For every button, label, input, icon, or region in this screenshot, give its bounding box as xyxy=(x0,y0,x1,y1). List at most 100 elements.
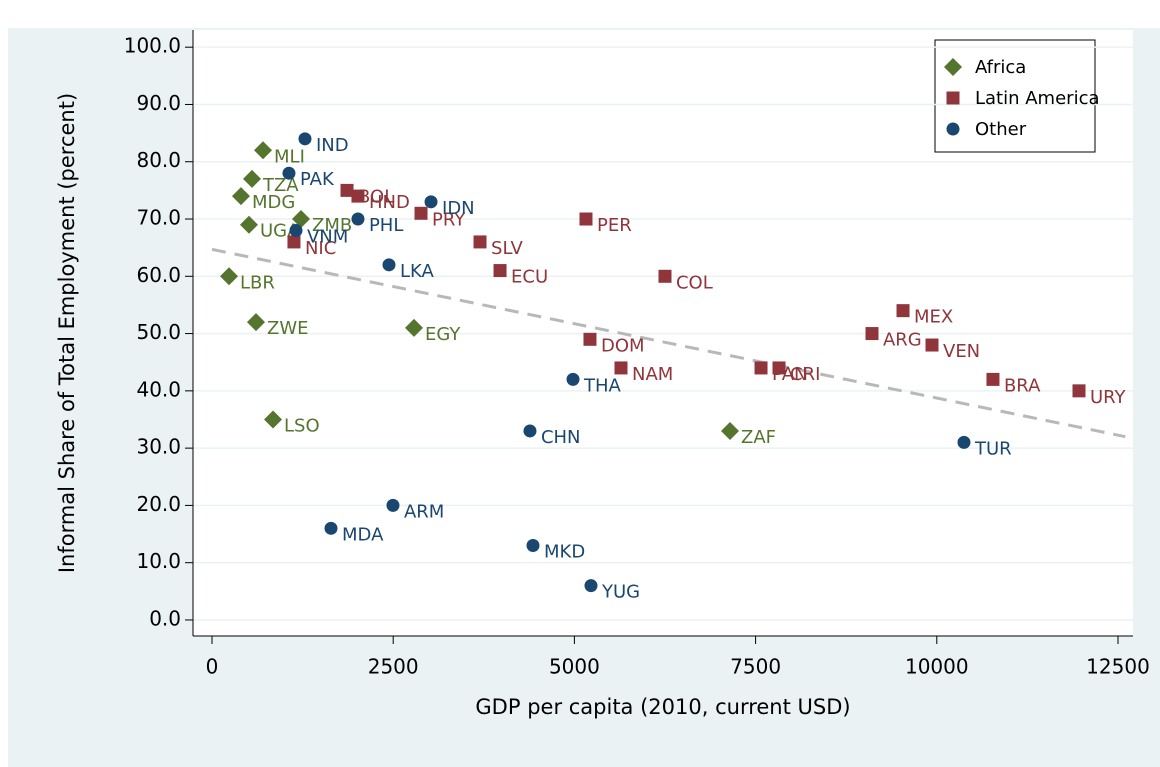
point-label: TZA xyxy=(262,175,299,196)
point-label: NAM xyxy=(632,364,673,385)
legend-marker xyxy=(944,58,962,76)
point-label: VNM xyxy=(307,226,348,247)
x-tick-label: 2500 xyxy=(368,655,419,679)
point xyxy=(351,212,365,226)
point-label: LSO xyxy=(284,415,320,436)
point xyxy=(298,132,312,146)
point xyxy=(583,332,597,346)
point-label: IND xyxy=(316,135,349,156)
y-axis-title: Informal Share of Total Employment (perc… xyxy=(55,93,79,573)
point-label: SLV xyxy=(491,238,523,259)
fit-line xyxy=(211,247,1126,439)
y-tick-label: 10.0 xyxy=(136,549,181,573)
point xyxy=(246,313,265,332)
y-tick-label: 80.0 xyxy=(136,148,181,172)
point-label: COL xyxy=(676,272,713,293)
y-tick-label: 20.0 xyxy=(136,492,181,516)
y-tick-label: 40.0 xyxy=(136,377,181,401)
point-label: BOL xyxy=(358,186,394,207)
point xyxy=(424,195,438,209)
legend-marker xyxy=(946,91,960,105)
x-tick-label: 0 xyxy=(206,655,219,679)
y-tick-label: 0.0 xyxy=(149,606,181,630)
y-tick-label: 90.0 xyxy=(136,91,181,115)
point xyxy=(579,212,593,226)
point-label: MDG xyxy=(252,192,295,213)
point xyxy=(404,318,423,337)
point-label: ZMB xyxy=(312,215,352,236)
y-tick-label: 60.0 xyxy=(136,263,181,287)
point-label: NIC xyxy=(305,238,336,259)
point xyxy=(658,269,672,283)
y-tick-label: 30.0 xyxy=(136,435,181,459)
point-label: ARG xyxy=(883,330,922,351)
point xyxy=(566,372,580,386)
point-label: HND xyxy=(369,192,410,213)
point xyxy=(289,223,303,237)
point xyxy=(324,521,338,535)
point-label: THA xyxy=(583,375,622,396)
x-tick-label: 5000 xyxy=(549,655,600,679)
point xyxy=(986,372,1000,386)
point xyxy=(957,435,971,449)
point-label: BRA xyxy=(1004,375,1041,396)
point xyxy=(925,338,939,352)
point-label: TUR xyxy=(974,438,1012,459)
point-label: MKD xyxy=(544,542,585,563)
point xyxy=(242,169,261,188)
point-label: VEN xyxy=(943,341,980,362)
y-tick-label: 50.0 xyxy=(136,320,181,344)
point xyxy=(239,215,258,234)
point-label: PER xyxy=(597,215,632,236)
point xyxy=(1072,384,1086,398)
x-axis-title: GDP per capita (2010, current USD) xyxy=(475,695,850,719)
point xyxy=(264,410,283,429)
legend-label: Africa xyxy=(975,57,1026,78)
point-label: PRY xyxy=(432,209,466,230)
point-label: ZWE xyxy=(267,318,309,339)
point-label: CRI xyxy=(790,364,820,385)
point xyxy=(473,235,487,249)
point-label: DOM xyxy=(601,335,645,356)
point xyxy=(896,304,910,318)
point-label: PHL xyxy=(369,215,403,236)
legend-label: Other xyxy=(975,119,1027,140)
point xyxy=(220,267,239,286)
legend-label: Latin America xyxy=(975,88,1100,109)
point xyxy=(382,258,396,272)
point-label: ARM xyxy=(404,501,444,522)
point xyxy=(386,498,400,512)
point xyxy=(287,235,301,249)
point xyxy=(493,264,507,278)
point-label: ZAF xyxy=(741,427,776,448)
point xyxy=(584,579,598,593)
point xyxy=(614,361,628,375)
y-tick-label: 100.0 xyxy=(124,34,181,58)
y-tick-label: 70.0 xyxy=(136,206,181,230)
point xyxy=(772,361,786,375)
point-label: MLI xyxy=(274,146,305,167)
point-label: IDN xyxy=(442,198,475,219)
x-tick-label: 10000 xyxy=(905,655,969,679)
legend-marker xyxy=(946,122,960,136)
point xyxy=(291,210,310,229)
point-label: YUG xyxy=(601,582,640,603)
point-label: EGY xyxy=(425,324,461,345)
x-tick-label: 7500 xyxy=(730,655,781,679)
point xyxy=(351,189,365,203)
point-label: MEX xyxy=(914,307,953,328)
point xyxy=(282,166,296,180)
point-label: URY xyxy=(1090,387,1127,408)
point-label: PAK xyxy=(300,169,335,190)
point-label: LBR xyxy=(240,272,275,293)
point-label: ECU xyxy=(511,267,548,288)
legend-box xyxy=(934,39,1096,153)
point xyxy=(721,421,740,440)
x-tick-label: 12500 xyxy=(1086,655,1150,679)
point-label: CHN xyxy=(541,427,581,448)
point xyxy=(414,206,428,220)
point xyxy=(523,424,537,438)
point xyxy=(526,539,540,553)
